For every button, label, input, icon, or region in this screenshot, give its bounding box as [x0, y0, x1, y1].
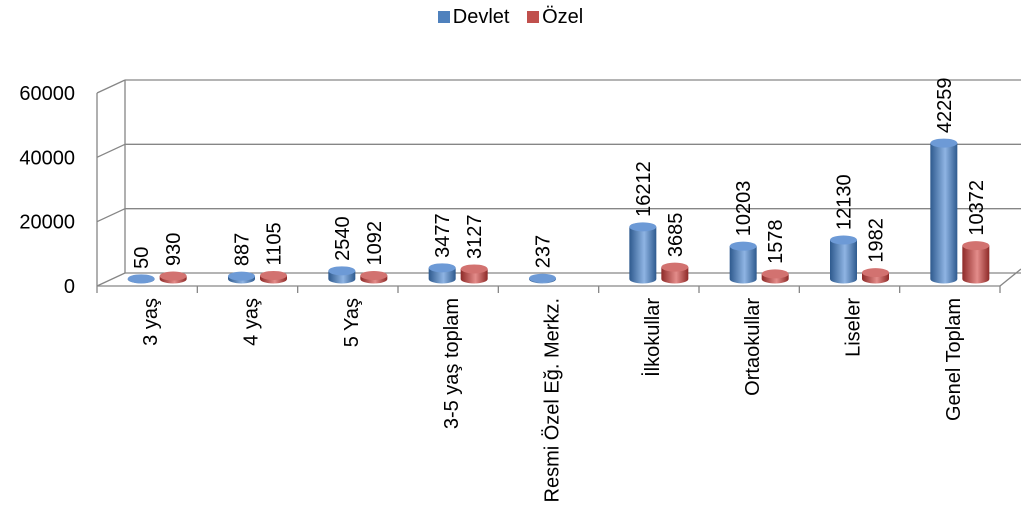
grid-depth-line — [96, 272, 126, 287]
bar-top — [360, 270, 388, 280]
bar-top — [661, 262, 689, 272]
bar-top — [228, 271, 255, 281]
bar-top — [862, 268, 889, 278]
bar-özel — [460, 264, 488, 284]
bar-özel — [862, 268, 889, 284]
x-tick-label: Resmi Özel Eğ. Merkz. — [542, 298, 564, 502]
data-label: 930 — [163, 233, 185, 266]
bar-devlet — [228, 271, 255, 284]
bar-body — [428, 267, 456, 284]
bar-devlet — [428, 263, 456, 284]
y-tick-label: 60000 — [19, 83, 75, 105]
bar-top — [930, 138, 958, 148]
grid-depth-line — [96, 143, 126, 158]
bar-devlet — [629, 222, 657, 284]
bar-özel — [661, 262, 689, 284]
data-label: 1092 — [364, 221, 386, 266]
y-tick-label: 0 — [64, 276, 75, 298]
data-label: 237 — [533, 235, 555, 268]
bar-top — [962, 241, 990, 251]
grid-depth-line — [96, 79, 126, 94]
data-label: 1578 — [765, 219, 787, 264]
x-tick-label: 3-5 yaş toplam — [441, 298, 463, 429]
bar-özel — [159, 271, 187, 284]
legend-swatch-ozel — [527, 11, 540, 23]
bar-body — [629, 226, 657, 284]
x-tick-label: 3 yaş — [140, 298, 162, 346]
bar-top — [159, 271, 187, 281]
x-tick-label: Ortaokullar — [742, 298, 764, 396]
data-label: 16212 — [633, 161, 655, 217]
grid-depth-line — [96, 208, 126, 223]
legend-label-ozel: Özel — [542, 6, 584, 28]
bar-body — [962, 245, 990, 284]
data-label: 2540 — [332, 216, 354, 261]
data-label: 1982 — [866, 218, 888, 263]
bar-devlet — [127, 274, 155, 284]
floor-right-edge — [999, 268, 1021, 287]
bar-top — [260, 270, 287, 280]
bar-devlet — [529, 273, 556, 284]
bar-top — [328, 266, 356, 276]
bar-body — [729, 246, 757, 284]
data-label: 10372 — [966, 180, 988, 236]
bar-devlet — [930, 138, 958, 284]
data-label: 50 — [131, 247, 153, 269]
bar-top — [830, 235, 857, 245]
bar-devlet — [328, 266, 356, 284]
bar-top — [127, 274, 155, 284]
bar-body — [830, 239, 857, 284]
x-tick-label: İlkokullar — [641, 298, 664, 377]
bar-top — [428, 263, 456, 273]
bar-top — [460, 264, 488, 274]
y-tick-label: 40000 — [19, 147, 75, 169]
bar-özel — [962, 241, 990, 284]
legend-label-devlet: Devlet — [452, 6, 510, 28]
bar-özel — [360, 270, 388, 284]
legend-swatch-devlet — [437, 11, 450, 23]
bar-top — [629, 222, 657, 232]
data-label: 3685 — [665, 213, 687, 258]
x-tick-label: Genel Toplam — [943, 298, 965, 421]
bar-devlet — [729, 241, 757, 284]
bar-body — [930, 143, 958, 284]
y-tick-label: 20000 — [19, 212, 75, 234]
bar-devlet — [830, 235, 857, 284]
x-tick-label: 5 Yaş — [341, 298, 363, 347]
legend: Devlet Özel — [0, 6, 1021, 29]
data-label: 1105 — [264, 222, 286, 265]
data-label: 42259 — [934, 77, 956, 133]
data-label: 12130 — [834, 174, 856, 230]
bar-top — [529, 273, 556, 283]
bar-özel — [761, 269, 789, 284]
data-label: 887 — [232, 233, 254, 266]
x-tick-label: 4 yaş — [241, 298, 263, 346]
data-label: 10203 — [733, 181, 755, 237]
x-tick-label: Liseler — [843, 298, 865, 357]
bar-özel — [260, 270, 287, 284]
legend-item-devlet: Devlet — [437, 6, 510, 29]
bar-top — [729, 241, 757, 251]
bar-body — [661, 267, 689, 284]
data-label: 3127 — [464, 214, 486, 258]
data-label: 3477 — [432, 213, 454, 258]
legend-item-ozel: Özel — [527, 6, 583, 29]
bar-top — [761, 269, 789, 279]
